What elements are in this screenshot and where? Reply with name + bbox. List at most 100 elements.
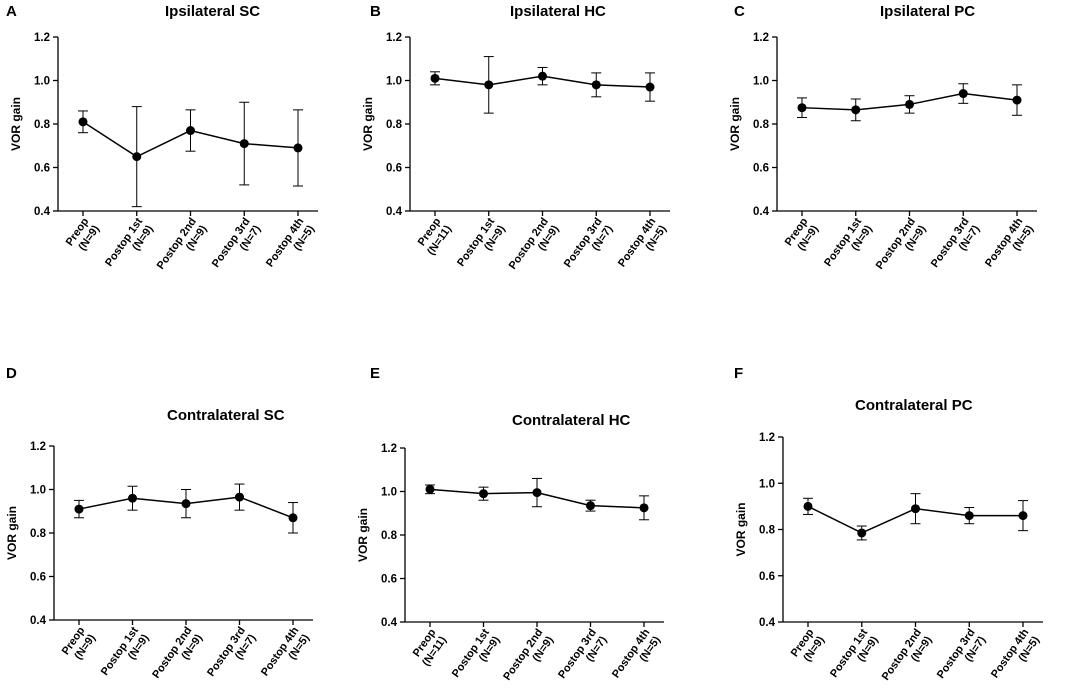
data-point [235, 492, 244, 502]
x-tick-label: Postop 2nd(N=9) [507, 216, 562, 280]
y-tick-label: 1.2 [386, 32, 402, 44]
y-tick-label: 1.2 [381, 443, 397, 455]
data-point [288, 513, 298, 523]
x-tick-label: Postop 1st(N=9) [455, 216, 508, 277]
x-tick-label: Preop(N=9) [789, 627, 828, 667]
panel-letter: C [734, 3, 745, 20]
y-axis-label: VOR gain [361, 97, 375, 151]
y-axis-label: VOR gain [9, 97, 23, 151]
y-tick-label: 0.8 [753, 119, 770, 131]
data-point [181, 499, 191, 509]
y-tick-label: 0.4 [759, 617, 776, 629]
x-tick-label: Preop(N=9) [60, 625, 99, 665]
data-point [532, 488, 542, 498]
data-point [905, 99, 914, 109]
y-tick-label: 0.6 [381, 574, 397, 586]
data-point [958, 89, 968, 99]
x-tick-label: Postop 4th(N=5) [983, 216, 1036, 277]
x-tick-label: Postop 3rd(N=7) [935, 627, 989, 689]
y-tick-label: 0.8 [386, 119, 403, 131]
chart-title: Ipsilateral SC [165, 3, 260, 20]
data-point [591, 80, 601, 90]
x-tick-label: Postop 4th(N=5) [264, 216, 317, 277]
data-point [479, 489, 488, 499]
y-tick-label: 0.4 [386, 206, 403, 218]
x-tick-label: Preop(N=11) [415, 216, 455, 258]
y-axis-label: VOR gain [728, 97, 742, 151]
panel-letter: D [6, 365, 17, 382]
y-tick-label: 0.8 [381, 530, 398, 542]
data-point [1012, 95, 1022, 105]
data-point [74, 504, 84, 514]
x-tick-label: Postop 3rd(N=7) [556, 627, 610, 689]
data-point [803, 501, 813, 511]
chart-panel-d: D Contralateral SC VOR gain 0.4 0.6 0.8 1.0 1.2… [5, 365, 313, 689]
y-tick-label: 0.4 [381, 617, 398, 629]
data-point [78, 117, 88, 127]
y-tick-label: 1.2 [34, 32, 50, 44]
y-tick-label: 0.4 [30, 615, 47, 627]
data-point [797, 103, 807, 113]
x-tick-label: Postop 1st(N=9) [828, 627, 881, 688]
y-tick-label: 0.4 [753, 206, 770, 218]
x-tick-label: Postop 2nd(N=9) [501, 627, 556, 691]
y-tick-label: 0.8 [30, 528, 47, 540]
chart-title: Ipsilateral PC [880, 3, 975, 20]
y-tick-label: 1.0 [759, 478, 775, 490]
y-tick-label: 0.8 [34, 119, 51, 131]
x-tick-label: Preop(N=9) [783, 216, 822, 256]
panel-letter: A [6, 3, 17, 20]
chart-panel-a: A Ipsilateral SC VOR gain 0.4 0.6 0.8 1.0 1.2 Pr… [6, 3, 318, 277]
data-point [132, 152, 142, 162]
data-point [239, 139, 249, 149]
x-tick-label: Postop 1st(N=9) [103, 216, 156, 277]
y-axis-label: VOR gain [356, 508, 370, 562]
x-tick-label: Postop 2nd(N=9) [150, 625, 205, 689]
data-point [857, 528, 867, 538]
chart-title: Ipsilateral HC [510, 3, 606, 20]
data-point [425, 484, 435, 494]
y-axis-label: VOR gain [5, 506, 19, 560]
data-point [645, 82, 655, 92]
data-point [1018, 511, 1028, 521]
panel-letter: B [370, 3, 381, 20]
x-tick-label: Postop 1st(N=9) [822, 216, 875, 277]
data-point [538, 71, 547, 81]
data-point [293, 143, 303, 153]
chart-panel-c: C Ipsilateral PC VOR gain 0.4 0.6 0.8 1.0 1.2 Pr… [728, 3, 1037, 280]
y-tick-label: 1.2 [753, 32, 769, 44]
x-tick-label: Postop 4th(N=5) [259, 625, 312, 686]
chart-panel-f: F Contralateral PC VOR gain 0.4 0.6 0.8 1.0 1.2… [734, 365, 1043, 689]
x-tick-label: Postop 3rd(N=7) [205, 625, 259, 687]
y-axis-label: VOR gain [734, 502, 748, 556]
y-tick-label: 0.6 [34, 163, 50, 175]
data-point [851, 105, 861, 115]
y-tick-label: 0.6 [30, 572, 46, 584]
y-tick-label: 1.2 [30, 441, 46, 453]
panel-letter: F [734, 365, 743, 382]
y-tick-label: 0.4 [34, 206, 51, 218]
x-tick-label: Postop 3rd(N=7) [562, 216, 616, 278]
y-tick-label: 0.6 [759, 571, 775, 583]
chart-panel-b: B Ipsilateral HC VOR gain 0.4 0.6 0.8 1.0 1.2 Pr… [361, 3, 670, 280]
panel-letter: E [370, 365, 380, 382]
chart-title: Contralateral PC [855, 397, 973, 414]
chart-title: Contralateral SC [167, 407, 285, 424]
y-tick-label: 1.0 [386, 76, 402, 88]
chart-title: Contralateral HC [512, 412, 631, 429]
x-tick-label: Postop 4th(N=5) [616, 216, 669, 277]
y-tick-label: 1.0 [753, 76, 769, 88]
x-tick-label: Postop 1st(N=9) [450, 627, 503, 688]
x-tick-label: Postop 3rd(N=7) [929, 216, 983, 278]
x-tick-label: Preop(N=11) [410, 627, 450, 669]
data-point [586, 501, 595, 511]
data-point [186, 126, 195, 136]
y-tick-label: 0.6 [386, 163, 402, 175]
data-point [639, 503, 649, 513]
y-tick-label: 1.0 [30, 485, 46, 497]
x-tick-label: Postop 2nd(N=9) [874, 216, 929, 280]
data-point [430, 73, 440, 83]
x-tick-label: Postop 4th(N=5) [989, 627, 1042, 688]
data-point [964, 511, 974, 521]
